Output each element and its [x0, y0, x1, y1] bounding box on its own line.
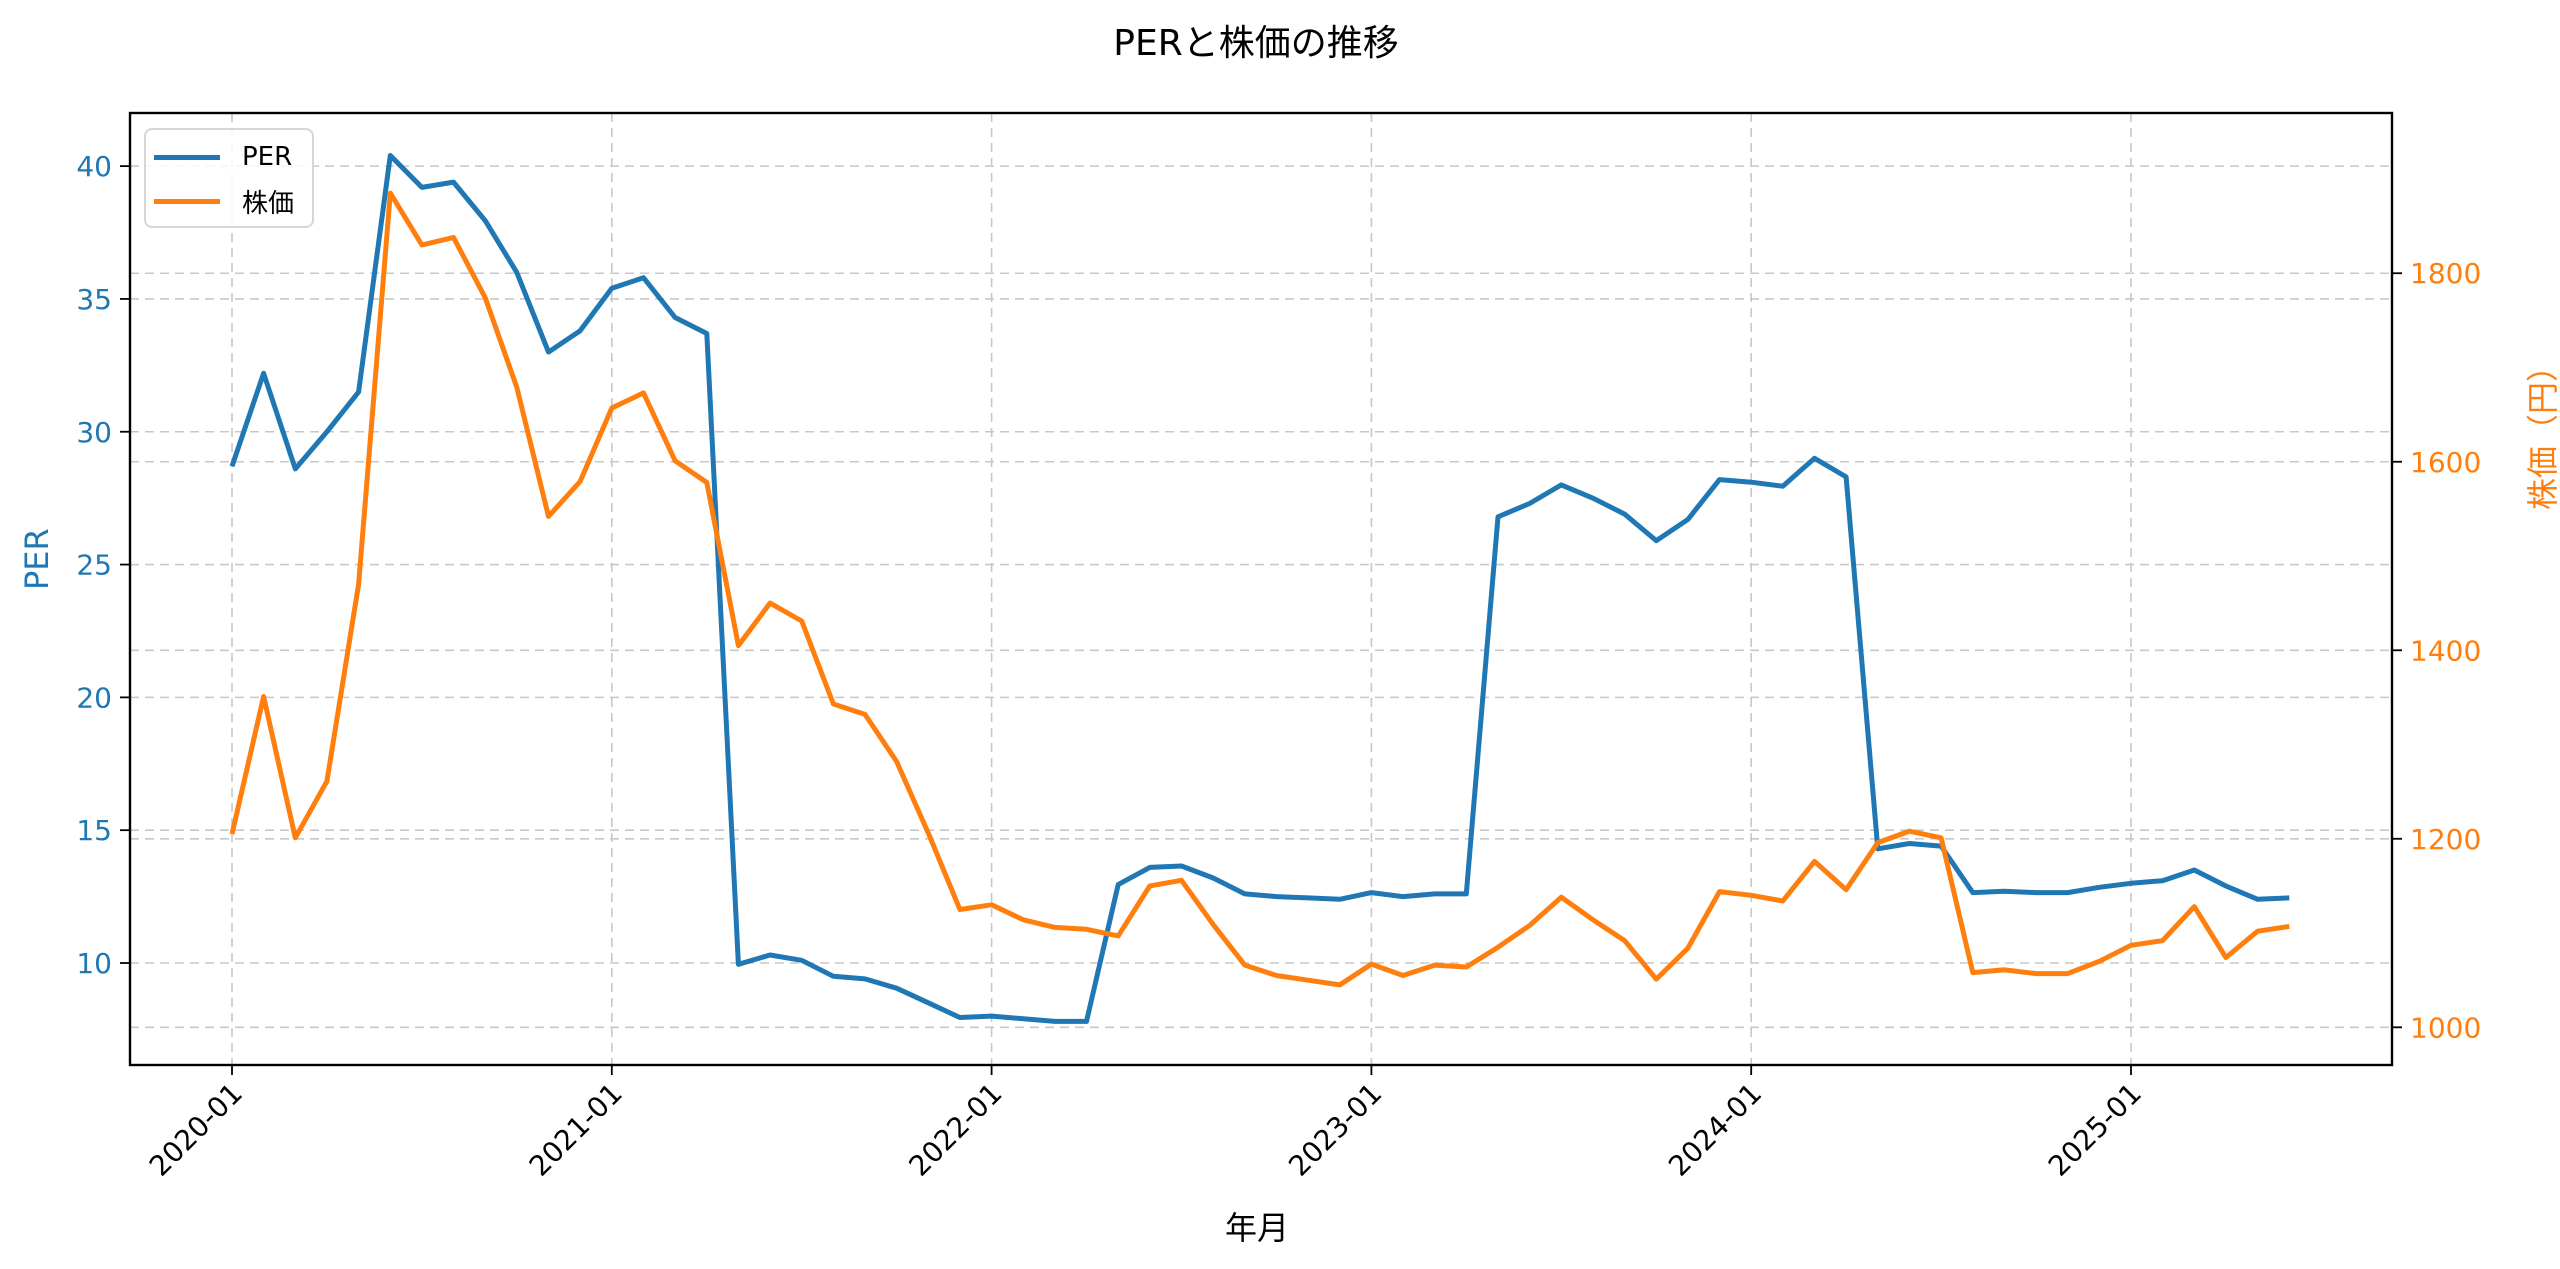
y-tick-label-right: 1200: [2410, 823, 2481, 856]
y-tick-label-right: 1000: [2410, 1011, 2481, 1044]
price-line: [229, 190, 2290, 988]
axes-frame: [128, 111, 2394, 1067]
legend-item-price: 株価: [154, 184, 295, 219]
y-tick-label-right: 1400: [2410, 634, 2481, 667]
legend-label-price: 株価: [242, 188, 295, 219]
x-tick-label: 2024-01: [1662, 1077, 1768, 1183]
y-tick-label-left: 25: [76, 549, 112, 582]
legend-swatch-price: [154, 198, 220, 204]
y-tick-label-left: 10: [76, 947, 112, 980]
x-axis-label: 年月: [1225, 1209, 1290, 1247]
x-tick-label: 2022-01: [902, 1077, 1008, 1183]
y-tick-label-left: 35: [76, 283, 112, 316]
legend-item-per: PER: [154, 140, 292, 174]
y-tick-label-left: 15: [76, 814, 112, 847]
y-axis-label-left: PER: [18, 528, 56, 590]
legend-swatch-per: [154, 154, 220, 160]
y-tick-label-right: 1800: [2410, 257, 2481, 290]
y-axis-label-right: 株価（円）: [2524, 349, 2560, 510]
chart-title: PERと株価の推移: [1113, 23, 1399, 64]
gridlines: [130, 113, 2392, 1065]
y-tick-label-left: 30: [76, 416, 112, 449]
y-tick-label-left: 40: [76, 150, 112, 183]
x-tick-label: 2025-01: [2042, 1077, 2148, 1183]
legend: PER 株価: [144, 128, 314, 228]
y-tick-label-left: 20: [76, 681, 112, 714]
x-tick-label: 2021-01: [523, 1077, 629, 1183]
x-tick-label: 2020-01: [143, 1077, 249, 1183]
legend-label-per: PER: [242, 142, 293, 172]
y-tick-label-right: 1600: [2410, 446, 2481, 479]
series-lines: [229, 153, 2290, 1024]
per-line: [229, 153, 2290, 1024]
x-tick-label: 2023-01: [1282, 1077, 1388, 1183]
